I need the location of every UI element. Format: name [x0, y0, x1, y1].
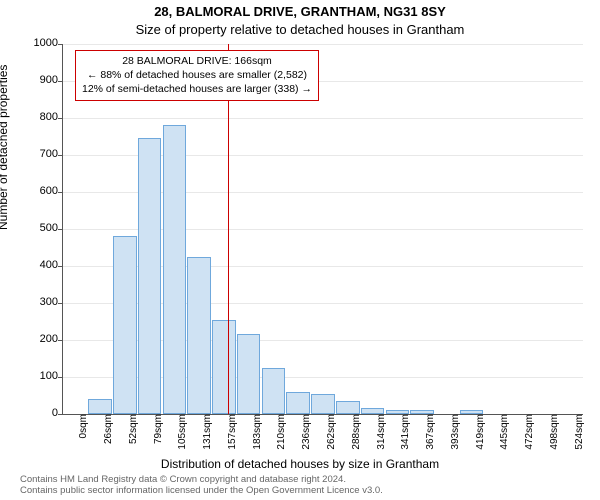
xtick-label: 183sqm: [252, 414, 263, 454]
xtick-label: 498sqm: [549, 414, 560, 454]
plot-area: 28 BALMORAL DRIVE: 166sqm ← 88% of detac…: [62, 44, 583, 415]
xtick-label: 472sqm: [524, 414, 535, 454]
page-subtitle: Size of property relative to detached ho…: [0, 22, 600, 37]
annotation-line: ← 88% of detached houses are smaller (2,…: [82, 68, 312, 82]
ytick-label: 0: [8, 407, 58, 419]
histogram-bar: [138, 138, 162, 414]
xtick-label: 52sqm: [128, 414, 139, 454]
footer-line: Contains public sector information licen…: [20, 486, 383, 497]
ytick-mark: [58, 81, 62, 82]
xtick-label: 367sqm: [425, 414, 436, 454]
ytick-label: 800: [8, 111, 58, 123]
x-axis-label: Distribution of detached houses by size …: [0, 457, 600, 471]
ytick-label: 100: [8, 370, 58, 382]
ytick-label: 200: [8, 333, 58, 345]
histogram-bar: [237, 334, 261, 414]
annotation-line: 28 BALMORAL DRIVE: 166sqm: [82, 54, 312, 68]
ytick-mark: [58, 155, 62, 156]
histogram-bar: [163, 125, 187, 414]
xtick-label: 26sqm: [103, 414, 114, 454]
ytick-label: 900: [8, 74, 58, 86]
ytick-mark: [58, 229, 62, 230]
ytick-mark: [58, 118, 62, 119]
ytick-mark: [58, 266, 62, 267]
histogram-bar: [88, 399, 112, 414]
xtick-label: 0sqm: [78, 414, 89, 454]
histogram-bar: [187, 257, 211, 414]
ytick-mark: [58, 377, 62, 378]
gridline: [63, 44, 583, 45]
ytick-label: 700: [8, 148, 58, 160]
xtick-label: 79sqm: [153, 414, 164, 454]
xtick-label: 445sqm: [499, 414, 510, 454]
annotation-box: 28 BALMORAL DRIVE: 166sqm ← 88% of detac…: [75, 50, 319, 101]
ytick-mark: [58, 414, 62, 415]
ytick-label: 400: [8, 259, 58, 271]
page-title: 28, BALMORAL DRIVE, GRANTHAM, NG31 8SY: [0, 4, 600, 19]
annotation-line: 12% of semi-detached houses are larger (…: [82, 82, 312, 96]
ytick-mark: [58, 44, 62, 45]
ytick-label: 1000: [8, 37, 58, 49]
xtick-label: 157sqm: [227, 414, 238, 454]
xtick-label: 393sqm: [450, 414, 461, 454]
histogram-bar: [286, 392, 310, 414]
xtick-label: 210sqm: [276, 414, 287, 454]
xtick-label: 341sqm: [400, 414, 411, 454]
chart-container: 28, BALMORAL DRIVE, GRANTHAM, NG31 8SY S…: [0, 0, 600, 500]
footer-attribution: Contains HM Land Registry data © Crown c…: [20, 475, 383, 497]
ytick-label: 600: [8, 185, 58, 197]
xtick-label: 288sqm: [351, 414, 362, 454]
xtick-label: 105sqm: [177, 414, 188, 454]
histogram-bar: [311, 394, 335, 414]
xtick-label: 131sqm: [202, 414, 213, 454]
xtick-label: 262sqm: [326, 414, 337, 454]
histogram-bar: [212, 320, 236, 414]
histogram-bar: [262, 368, 286, 414]
ytick-mark: [58, 303, 62, 304]
gridline: [63, 118, 583, 119]
histogram-bar: [113, 236, 137, 414]
ytick-mark: [58, 340, 62, 341]
xtick-label: 524sqm: [574, 414, 585, 454]
histogram-bar: [336, 401, 360, 414]
ytick-mark: [58, 192, 62, 193]
xtick-label: 236sqm: [301, 414, 312, 454]
ytick-label: 500: [8, 222, 58, 234]
ytick-label: 300: [8, 296, 58, 308]
xtick-label: 314sqm: [376, 414, 387, 454]
xtick-label: 419sqm: [475, 414, 486, 454]
